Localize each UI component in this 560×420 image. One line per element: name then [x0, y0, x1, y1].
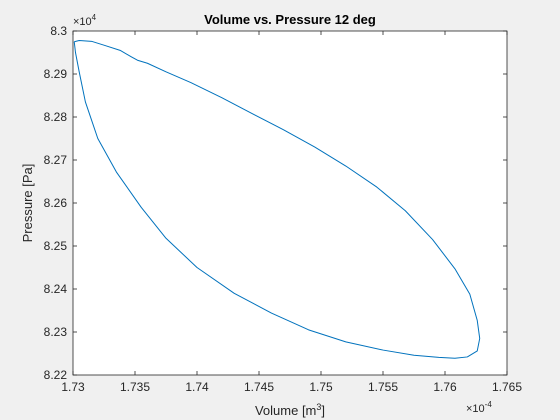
- x-tick-label: 1.75: [309, 380, 333, 394]
- chart-title: Volume vs. Pressure 12 deg: [204, 12, 376, 27]
- series-line-0: [73, 39, 481, 359]
- x-tick-label: 1.755: [368, 380, 398, 394]
- x-multiplier: ×10-4: [466, 400, 492, 415]
- x-tick-label: 1.745: [244, 380, 274, 394]
- y-tick-label: 8.28: [44, 110, 68, 124]
- x-axis-title: Volume [m3]: [255, 402, 325, 418]
- y-multiplier: ×104: [73, 13, 97, 28]
- y-tick-label: 8.24: [44, 282, 68, 296]
- y-tick-label: 8.22: [44, 368, 68, 382]
- x-tick-label: 1.76: [433, 380, 457, 394]
- y-tick-label: 8.27: [44, 153, 68, 167]
- y-tick-label: 8.23: [44, 325, 68, 339]
- y-tick-label: 8.25: [44, 239, 68, 253]
- x-tick-label: 1.73: [61, 380, 85, 394]
- y-tick-label: 8.3: [50, 24, 67, 38]
- plot-area: [73, 31, 507, 375]
- y-axis-title: Pressure [Pa]: [20, 164, 35, 243]
- y-tick-label: 8.29: [44, 67, 68, 81]
- y-tick-label: 8.26: [44, 196, 68, 210]
- x-tick-label: 1.74: [185, 380, 209, 394]
- x-tick-label: 1.735: [120, 380, 150, 394]
- x-tick-label: 1.765: [492, 380, 522, 394]
